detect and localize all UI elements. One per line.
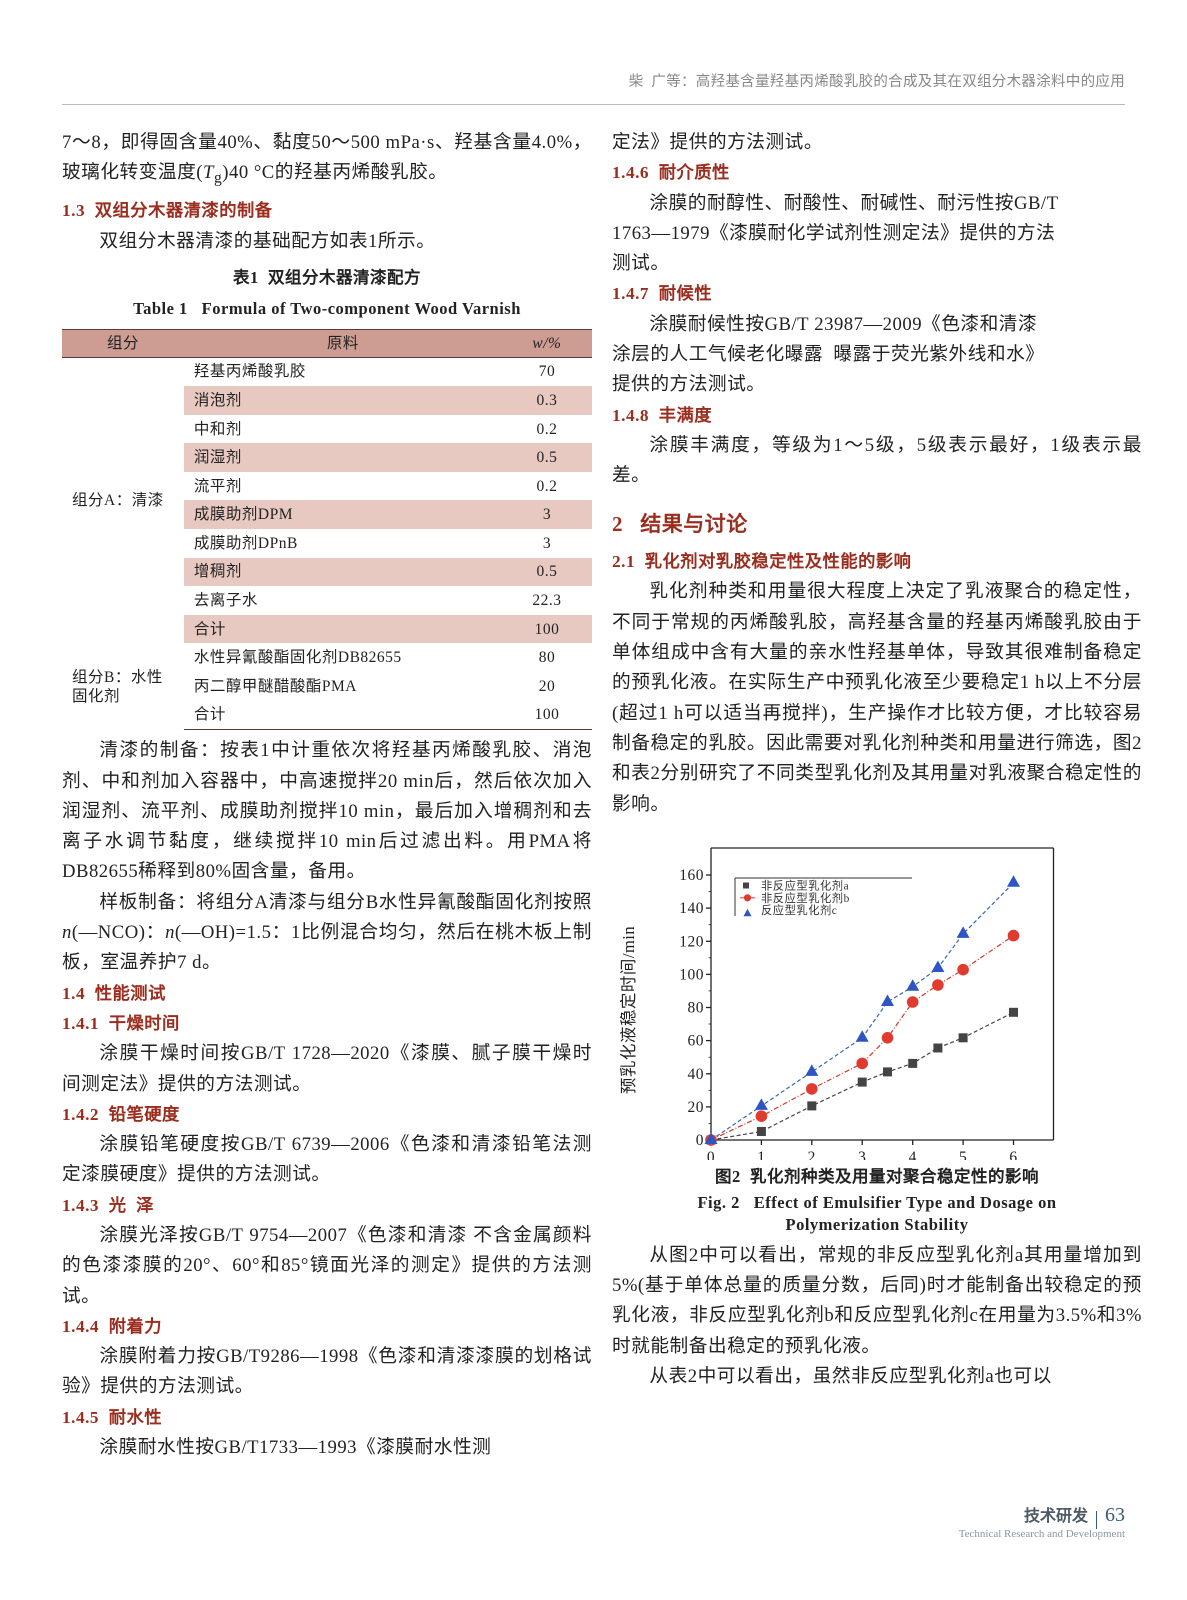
svg-text:80: 80	[688, 999, 705, 1016]
svg-text:2: 2	[808, 1149, 816, 1160]
svg-text:预乳化液稳定时间/min: 预乳化液稳定时间/min	[619, 926, 638, 1094]
svg-text:0: 0	[696, 1132, 704, 1149]
svg-text:40: 40	[688, 1066, 705, 1083]
svg-text:4: 4	[909, 1149, 917, 1160]
svg-text:20: 20	[688, 1099, 705, 1116]
svg-text:60: 60	[688, 1032, 705, 1049]
svg-text:非反应型乳化剂a: 非反应型乳化剂a	[761, 878, 849, 892]
svg-text:非反应型乳化剂b: 非反应型乳化剂b	[761, 891, 850, 905]
svg-text:5: 5	[959, 1149, 967, 1160]
svg-text:120: 120	[679, 933, 704, 950]
svg-text:140: 140	[679, 900, 704, 917]
svg-text:100: 100	[679, 966, 704, 983]
svg-text:反应型乳化剂c: 反应型乳化剂c	[761, 903, 837, 917]
svg-text:160: 160	[679, 867, 704, 884]
svg-text:6: 6	[1009, 1149, 1017, 1160]
svg-text:1: 1	[757, 1149, 765, 1160]
svg-text:3: 3	[858, 1149, 866, 1160]
svg-text:0: 0	[707, 1149, 715, 1160]
